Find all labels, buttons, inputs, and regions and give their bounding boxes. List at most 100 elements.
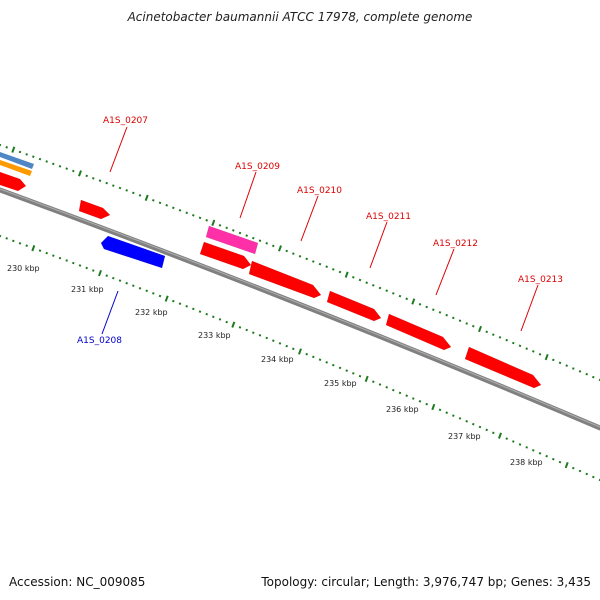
minor-tick xyxy=(458,417,462,420)
minor-tick xyxy=(205,219,208,222)
minor-tick xyxy=(38,157,42,161)
minor-tick xyxy=(338,366,342,370)
minor-tick xyxy=(292,252,295,255)
minor-tick xyxy=(132,191,135,195)
gene-a1s-0209[interactable] xyxy=(205,225,259,255)
minor-tick xyxy=(445,411,448,414)
minor-tick xyxy=(352,372,355,375)
minor-tick xyxy=(285,249,288,253)
label-a1s-0211[interactable]: A1S_0211 xyxy=(366,212,411,222)
minor-tick xyxy=(272,244,275,248)
minor-tick xyxy=(405,394,408,397)
major-tick xyxy=(144,194,149,201)
gene-a1s-0209b[interactable] xyxy=(199,241,252,270)
leader-a1s-0210 xyxy=(300,195,319,242)
major-tick xyxy=(431,403,436,411)
minor-tick xyxy=(452,316,455,320)
minor-tick xyxy=(345,369,348,372)
minor-tick xyxy=(385,289,388,292)
gene-a1s-0210[interactable] xyxy=(248,260,322,299)
minor-tick xyxy=(218,224,222,227)
minor-tick xyxy=(312,260,315,263)
minor-tick xyxy=(12,239,15,243)
minor-tick xyxy=(338,270,342,274)
minor-tick xyxy=(358,374,362,378)
major-tick xyxy=(31,245,36,252)
minor-tick xyxy=(405,297,408,301)
minor-tick xyxy=(178,302,182,305)
minor-tick xyxy=(178,209,182,212)
minor-tick xyxy=(332,363,335,367)
gene-a1s-0207[interactable] xyxy=(78,199,111,220)
minor-tick xyxy=(52,162,55,166)
minor-tick xyxy=(58,256,62,260)
minor-tick xyxy=(498,336,502,339)
gene-labels: A1S_0207 A1S_0208 A1S_0209 A1S_0210 A1S_… xyxy=(77,116,563,346)
minor-tick xyxy=(45,160,48,163)
minor-tick xyxy=(132,284,135,287)
leader-a1s-0207 xyxy=(109,126,128,173)
minor-tick xyxy=(238,326,242,329)
label-a1s-0213[interactable]: A1S_0213 xyxy=(518,275,563,285)
scale-label-236: 236 kbp xyxy=(386,405,419,414)
gene-a1s-0213[interactable] xyxy=(464,346,542,389)
minor-tick xyxy=(225,226,228,230)
minor-tick xyxy=(18,242,22,245)
edge-features xyxy=(0,152,34,191)
label-a1s-0207[interactable]: A1S_0207 xyxy=(103,116,148,126)
minor-tick xyxy=(52,254,55,257)
minor-tick xyxy=(265,242,268,245)
minor-tick xyxy=(252,236,255,240)
minor-tick xyxy=(578,370,582,373)
minor-tick xyxy=(198,216,202,220)
label-a1s-0212[interactable]: A1S_0212 xyxy=(433,239,478,249)
minor-tick xyxy=(525,446,528,449)
minor-tick xyxy=(585,472,588,476)
minor-tick xyxy=(392,388,395,392)
minor-tick xyxy=(192,307,195,311)
minor-tick xyxy=(478,425,482,429)
minor-tick xyxy=(512,440,515,443)
minor-tick xyxy=(198,310,202,313)
leader-a1s-0211 xyxy=(369,221,388,269)
minor-tick xyxy=(158,201,162,205)
map-title: Acinetobacter baumannii ATCC 17978, comp… xyxy=(127,10,473,24)
minor-tick xyxy=(545,454,548,458)
minor-tick xyxy=(598,378,600,382)
minor-tick xyxy=(65,259,68,262)
minor-tick xyxy=(112,184,115,187)
minor-tick xyxy=(465,322,468,325)
minor-tick xyxy=(385,386,388,389)
minor-tick xyxy=(532,449,535,452)
minor-tick xyxy=(485,428,488,432)
minor-tick xyxy=(325,361,328,364)
scale-labels: 230 kbp 231 kbp 232 kbp 233 kbp 234 kbp … xyxy=(7,264,543,467)
major-tick xyxy=(498,432,502,439)
minor-tick xyxy=(512,341,515,345)
minor-tick xyxy=(292,347,295,351)
gene-a1s-0208[interactable] xyxy=(100,235,166,269)
minor-tick xyxy=(552,358,555,362)
minor-tick xyxy=(18,150,22,154)
label-leaders xyxy=(101,126,539,335)
minor-tick xyxy=(445,313,448,317)
edge-feature-red xyxy=(0,172,26,191)
label-a1s-0209[interactable]: A1S_0209 xyxy=(235,162,280,172)
minor-tick xyxy=(152,199,155,202)
genome-summary: Topology: circular; Length: 3,976,747 bp… xyxy=(261,575,591,589)
scale-label-235: 235 kbp xyxy=(324,379,357,388)
minor-tick xyxy=(472,422,475,426)
minor-tick xyxy=(332,268,335,271)
label-a1s-0208[interactable]: A1S_0208 xyxy=(77,336,122,346)
major-tick xyxy=(411,298,416,305)
gene-a1s-0212[interactable] xyxy=(385,313,452,351)
minor-tick xyxy=(65,167,68,170)
minor-tick xyxy=(438,408,442,412)
major-tick xyxy=(278,245,282,252)
minor-tick xyxy=(325,265,328,268)
gene-a1s-0211[interactable] xyxy=(326,290,382,322)
edge-feature-orange xyxy=(0,160,32,176)
minor-tick xyxy=(518,344,522,348)
minor-tick xyxy=(192,214,195,217)
label-a1s-0210[interactable]: A1S_0210 xyxy=(297,186,342,196)
